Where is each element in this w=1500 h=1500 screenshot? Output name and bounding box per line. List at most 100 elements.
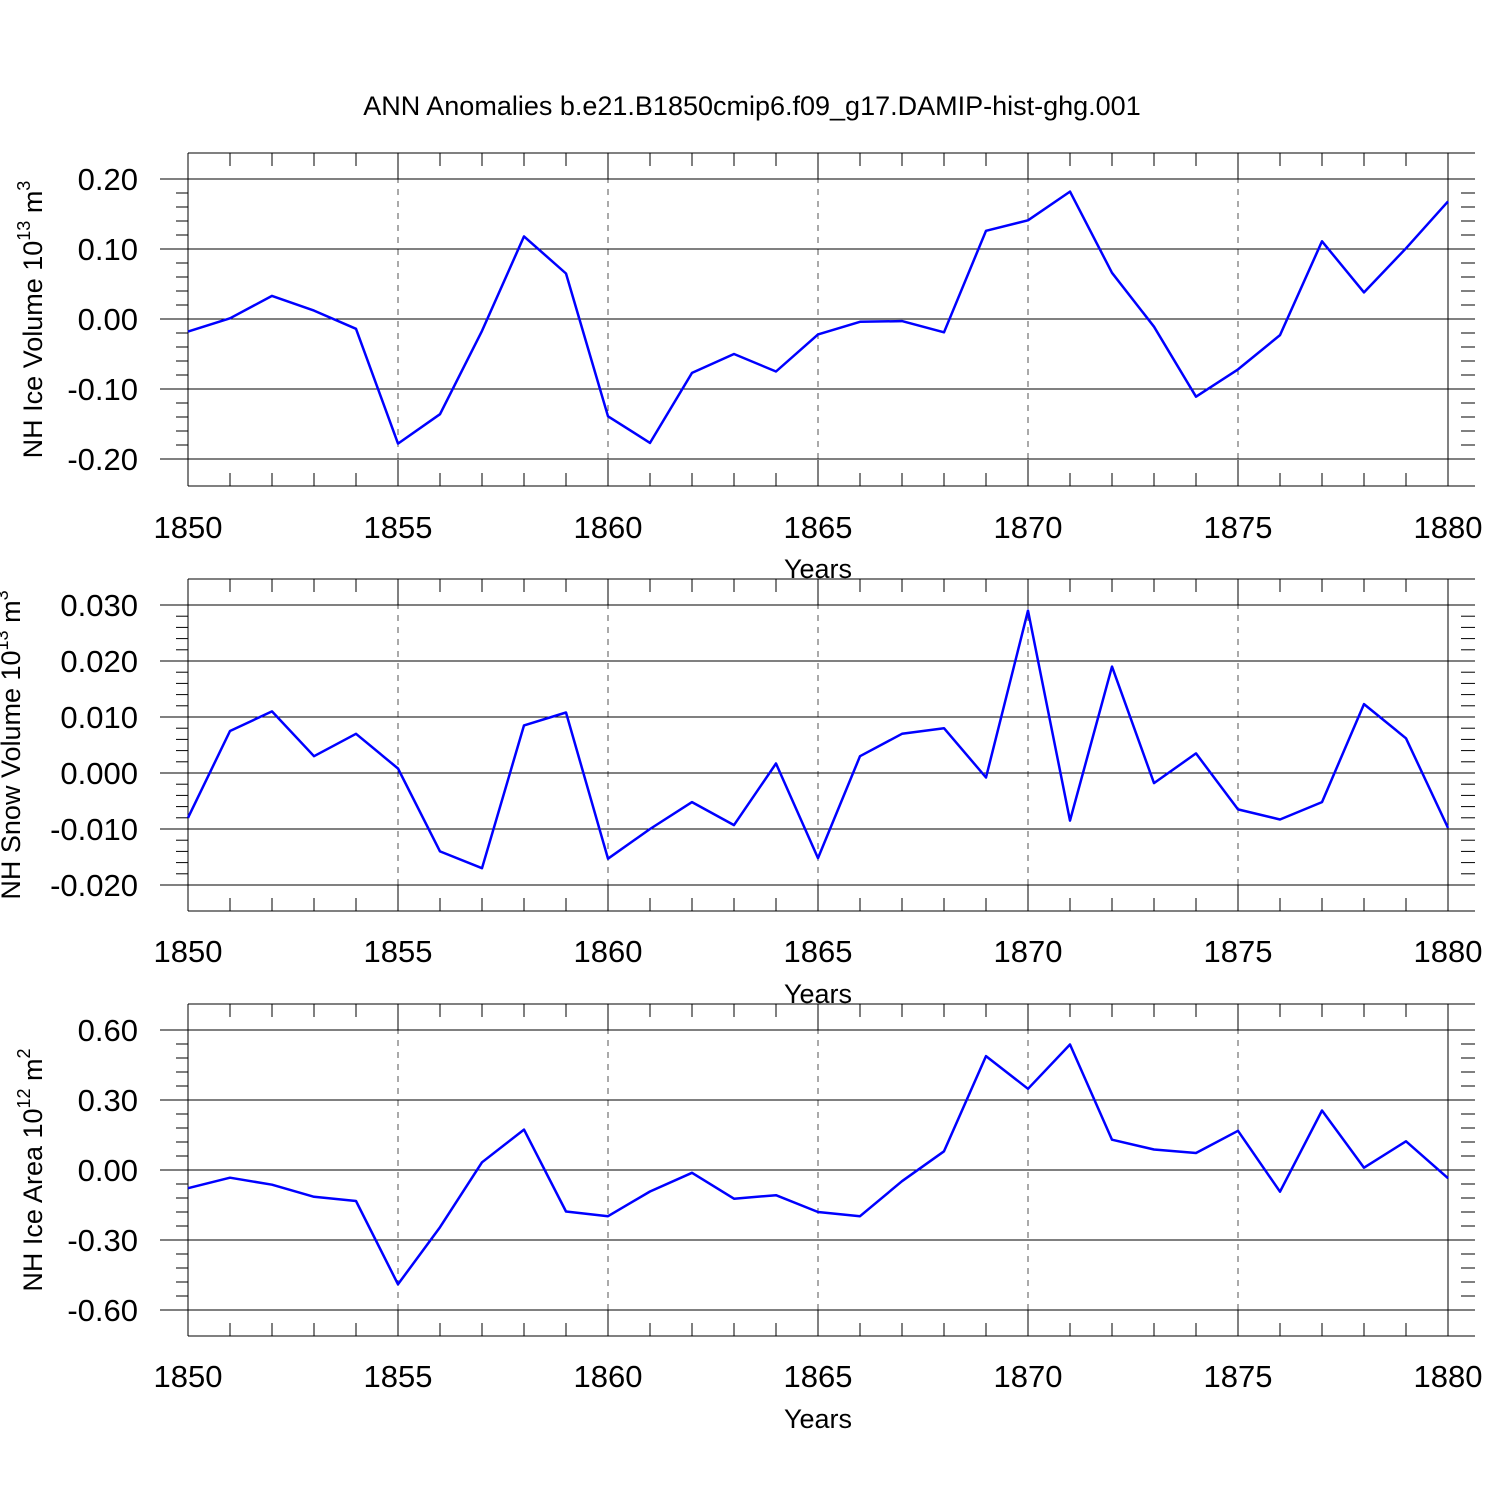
data-point bbox=[1278, 333, 1282, 337]
y-axis-title-main: NH Ice Area 10 bbox=[18, 1108, 48, 1291]
x-tick-label: 1865 bbox=[784, 1359, 853, 1394]
y-tick-label: -0.60 bbox=[67, 1293, 138, 1328]
data-point bbox=[564, 711, 568, 715]
data-point bbox=[900, 732, 904, 736]
x-tick-label: 1865 bbox=[784, 510, 853, 545]
data-point bbox=[1320, 1109, 1324, 1113]
x-tick-label: 1875 bbox=[1204, 1359, 1273, 1394]
data-point bbox=[1068, 819, 1072, 823]
data-point bbox=[984, 1054, 988, 1058]
data-point bbox=[312, 1195, 316, 1199]
data-point bbox=[1026, 1087, 1030, 1091]
data-point bbox=[1236, 807, 1240, 811]
x-tick-label: 1855 bbox=[364, 1359, 433, 1394]
series-line bbox=[186, 609, 1450, 870]
data-point bbox=[774, 1193, 778, 1197]
x-tick-label: 1875 bbox=[1204, 510, 1273, 545]
data-point bbox=[1236, 1129, 1240, 1133]
data-point bbox=[732, 823, 736, 827]
x-tick-label: 1855 bbox=[364, 510, 433, 545]
data-point bbox=[438, 1225, 442, 1229]
data-point bbox=[1194, 1151, 1198, 1155]
y-axis-title-unit: m bbox=[0, 600, 26, 630]
data-point bbox=[270, 294, 274, 298]
y-tick-label: 0.030 bbox=[60, 588, 138, 623]
y-axis-title-unit-exponent: 3 bbox=[14, 181, 34, 191]
data-point bbox=[312, 309, 316, 313]
series-line bbox=[187, 190, 1449, 445]
y-tick-label: -0.010 bbox=[50, 812, 138, 847]
data-point bbox=[648, 441, 652, 445]
x-tick-label: 1870 bbox=[994, 510, 1063, 545]
data-point bbox=[438, 412, 442, 416]
data-point bbox=[564, 272, 568, 276]
panel-3: 1850 1855 1860 1865 1870 1875 1880 0.60 0.30 0.00… bbox=[14, 1003, 1482, 1434]
data-point bbox=[732, 1197, 736, 1201]
data-point bbox=[228, 316, 232, 320]
y-axis-title-main: NH Ice Volume 10 bbox=[18, 241, 48, 459]
data-point bbox=[774, 370, 778, 374]
data-point bbox=[606, 1214, 610, 1218]
x-tick-label: 1865 bbox=[784, 934, 853, 969]
x-tick-label: 1880 bbox=[1414, 510, 1483, 545]
data-point bbox=[270, 1183, 274, 1187]
x-tick-label: 1855 bbox=[364, 934, 433, 969]
data-point bbox=[1320, 800, 1324, 804]
data-point bbox=[354, 327, 358, 331]
data-point bbox=[606, 857, 610, 861]
data-point bbox=[228, 729, 232, 733]
y-axis-title: NH Snow Volume 1013 m3 bbox=[0, 590, 26, 899]
data-point bbox=[942, 726, 946, 730]
data-point bbox=[648, 1189, 652, 1193]
data-point bbox=[690, 1171, 694, 1175]
data-point bbox=[1404, 736, 1408, 740]
data-point bbox=[942, 1149, 946, 1153]
data-point bbox=[396, 767, 400, 771]
y-tick-label: -0.020 bbox=[50, 868, 138, 903]
data-point bbox=[522, 1128, 526, 1132]
y-axis-title-exponent: 13 bbox=[0, 630, 12, 650]
data-point bbox=[354, 1199, 358, 1203]
y-tick-label: -0.30 bbox=[67, 1223, 138, 1258]
data-point bbox=[816, 1210, 820, 1214]
data-point bbox=[1278, 1190, 1282, 1194]
x-tick-label: 1870 bbox=[994, 934, 1063, 969]
data-point bbox=[1278, 817, 1282, 821]
data-point bbox=[1446, 826, 1450, 830]
data-point bbox=[1446, 199, 1450, 203]
data-point bbox=[480, 329, 484, 333]
x-tick-label: 1860 bbox=[574, 934, 643, 969]
data-point bbox=[1152, 781, 1156, 785]
data-point bbox=[1152, 1147, 1156, 1151]
data-point bbox=[1236, 367, 1240, 371]
data-point bbox=[1068, 190, 1072, 194]
y-axis-title: NH Ice Volume 1013 m3 bbox=[14, 181, 48, 459]
data-point bbox=[186, 1186, 190, 1190]
data-point bbox=[858, 754, 862, 758]
data-point bbox=[228, 1176, 232, 1180]
y-tick-label: 0.00 bbox=[78, 1153, 138, 1188]
y-axis-title-exponent: 13 bbox=[14, 221, 34, 241]
data-point bbox=[816, 332, 820, 336]
data-point bbox=[564, 1210, 568, 1214]
x-tick-label: 1850 bbox=[154, 510, 223, 545]
x-tick-label: 1850 bbox=[154, 1359, 223, 1394]
series-line bbox=[187, 1043, 1449, 1286]
data-point bbox=[396, 1282, 400, 1286]
y-axis-title-main: NH Snow Volume 10 bbox=[0, 650, 26, 899]
data-point bbox=[270, 709, 274, 713]
data-point bbox=[606, 414, 610, 418]
y-axis-title: NH Ice Area 1012 m2 bbox=[14, 1048, 48, 1291]
data-point bbox=[774, 761, 778, 765]
data-point bbox=[1404, 1139, 1408, 1143]
x-tick-label: 1880 bbox=[1414, 934, 1483, 969]
data-point bbox=[732, 352, 736, 356]
data-point bbox=[1362, 290, 1366, 294]
y-tick-label: -0.20 bbox=[67, 442, 138, 477]
data-point bbox=[1320, 239, 1324, 243]
data-point bbox=[396, 442, 400, 446]
data-point bbox=[1152, 325, 1156, 329]
data-point bbox=[942, 330, 946, 334]
data-point bbox=[480, 866, 484, 870]
y-tick-label: 0.20 bbox=[78, 162, 138, 197]
